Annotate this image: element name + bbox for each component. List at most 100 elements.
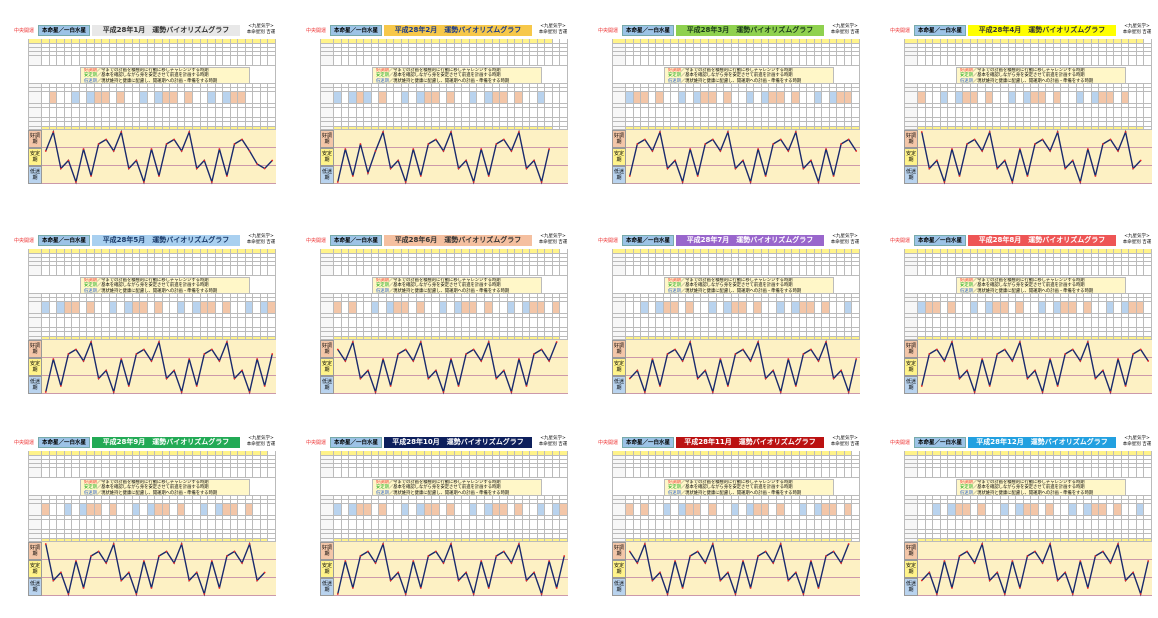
table-cell: [140, 39, 148, 44]
table-cell: [147, 122, 156, 127]
data-point: [97, 377, 100, 380]
table-cell: [417, 39, 425, 44]
table-cell: [192, 39, 201, 44]
data-point: [180, 150, 183, 152]
data-point: [203, 159, 206, 162]
data-point: [158, 555, 160, 557]
month-panel: 中央開運 本命星／一白水星 平成28年10月 運勢バイオリズムグラフ <九星気学> 本命…: [300, 432, 570, 600]
data-point: [943, 360, 946, 362]
table-cell: [177, 48, 186, 52]
table-cell: [94, 122, 103, 127]
data-point: [689, 148, 692, 150]
table-cell: [238, 108, 246, 118]
table-cell: [49, 127, 58, 130]
table-cell: [117, 44, 126, 48]
table-cell: [57, 56, 65, 66]
table-cell: [140, 88, 148, 92]
data-point: [928, 353, 931, 355]
table-cell: [72, 108, 80, 118]
table-cell: [364, 39, 372, 44]
row-label-cell: [28, 48, 42, 52]
row-label-cell: [320, 39, 334, 44]
table-cell: [238, 118, 246, 122]
data-point: [127, 167, 130, 170]
data-point: [742, 159, 744, 162]
row-label-cell: [28, 44, 42, 48]
table-cell: [177, 39, 186, 44]
table-cell: [64, 108, 73, 118]
biorhythm-line: [45, 129, 273, 185]
table-cell: [79, 104, 88, 108]
table-cell: [177, 92, 186, 104]
table-cell: [140, 92, 148, 104]
data-point: [1124, 385, 1127, 387]
table-cell: [87, 84, 95, 88]
table-cell: [79, 122, 88, 127]
biorhythm-line-chart: [336, 129, 551, 185]
table-cell: [117, 48, 126, 52]
biorhythm-line-chart: [44, 541, 266, 597]
table-cell: [245, 127, 254, 130]
data-point: [135, 353, 138, 355]
data-point: [696, 175, 699, 177]
table-cell: [125, 56, 133, 66]
table-cell: [147, 56, 156, 66]
legend-text: ／現状維持と健康に配慮し、開運期への計画・準備をする時期: [96, 78, 218, 84]
table-cell: [87, 56, 95, 66]
table-cell: [147, 48, 156, 52]
data-point: [435, 138, 437, 141]
table-cell: [522, 39, 531, 44]
table-cell: [192, 92, 201, 104]
data-point: [1094, 175, 1097, 177]
data-point: [389, 385, 392, 387]
honmei-star-label: 本命星／一白水星: [330, 25, 382, 36]
table-cell: [215, 84, 224, 88]
table-cell: [79, 52, 88, 56]
data-point: [495, 555, 498, 557]
table-cell: [238, 84, 246, 88]
table-cell: [200, 56, 209, 66]
table-cell: [109, 44, 118, 48]
data-point: [359, 377, 362, 380]
data-point: [1034, 143, 1036, 145]
table-cell: [215, 108, 224, 118]
data-point: [397, 353, 400, 355]
month-panel: 中央開運 本命星／一白水星 平成28年3月 運勢バイオリズムグラフ <九星気学> 本命星…: [592, 20, 862, 188]
data-point: [719, 150, 722, 152]
table-cell: [200, 48, 209, 52]
data-point: [480, 148, 483, 150]
data-point: [44, 391, 47, 393]
data-point: [427, 143, 430, 145]
table-cell: [102, 84, 110, 88]
table-cell: [125, 44, 133, 48]
kyusei-label-line1: <九星気学>: [540, 24, 566, 29]
table-cell: [147, 52, 156, 56]
table-cell: [230, 52, 239, 56]
data-point: [44, 543, 47, 545]
data-point: [412, 360, 415, 362]
table-cell: [147, 104, 156, 108]
table-cell: [49, 56, 58, 66]
table-cell: [140, 48, 148, 52]
data-point: [1086, 148, 1089, 150]
data-point: [518, 358, 520, 360]
table-cell: [102, 39, 110, 44]
data-point: [173, 562, 175, 564]
data-point: [1011, 360, 1014, 362]
month-panel: 中央開運 本命星／一白水星 平成28年9月 運勢バイオリズムグラフ <九星気学> 本命星…: [8, 432, 278, 600]
table-cell: [223, 52, 231, 56]
table-cell: [72, 104, 80, 108]
table-cell: [253, 108, 261, 118]
table-cell: [192, 84, 201, 88]
table-cell: [200, 44, 209, 48]
table-cell: [132, 108, 141, 118]
table-cell: [109, 127, 118, 130]
data-point: [681, 181, 684, 183]
data-point: [442, 150, 445, 152]
table-cell: [49, 104, 58, 108]
table-cell: [192, 104, 201, 108]
data-point: [382, 358, 384, 360]
table-cell: [94, 118, 103, 122]
data-point: [241, 138, 243, 141]
legend-box: 好調期／今までの計画を積極的に行動に移しチャレンジする時期 安定期／基本を確認しな…: [80, 66, 250, 84]
